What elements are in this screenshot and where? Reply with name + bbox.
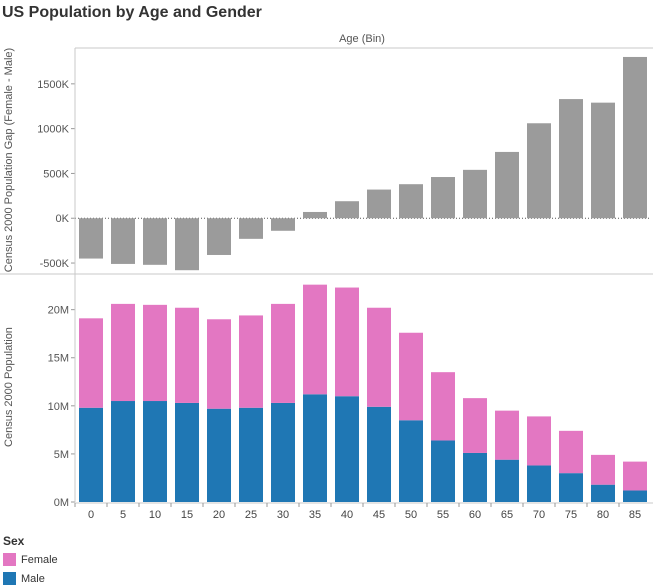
female-bar-65[interactable] [495, 410, 519, 460]
male-bar-0[interactable] [79, 407, 103, 502]
legend-title: Sex [3, 534, 25, 548]
x-tick-label: 10 [149, 509, 161, 521]
male-bar-5[interactable] [111, 401, 135, 502]
y-axis-label-gap: Census 2000 Population Gap (Female - Mal… [3, 48, 15, 272]
female-bar-25[interactable] [239, 315, 263, 408]
legend-item-male[interactable]: Male [3, 569, 58, 588]
population-chart: 0M 5M 10M 15M 20M [48, 284, 647, 509]
male-bar-50[interactable] [399, 420, 423, 502]
female-bar-55[interactable] [431, 372, 455, 441]
gap-bar-20[interactable] [207, 218, 231, 255]
x-tick-label: 85 [629, 509, 641, 521]
y-axis-label-population: Census 2000 Population [3, 327, 15, 447]
x-axis: 0 5 10 15 20 25 30 35 40 45 50 55 60 65 70 75 80 85 [0, 47, 653, 521]
gap-bar-50[interactable] [399, 184, 423, 219]
gap-bar-55[interactable] [431, 177, 455, 219]
pop-tick-label: 5M [54, 449, 69, 461]
legend-swatch-female [3, 553, 16, 566]
female-bar-30[interactable] [271, 303, 295, 403]
male-bar-60[interactable] [463, 452, 487, 502]
legend-item-female[interactable]: Female [3, 550, 58, 569]
female-bar-10[interactable] [143, 304, 167, 402]
male-bar-10[interactable] [143, 401, 167, 502]
x-tick-label: 50 [405, 509, 417, 521]
gap-chart: -500K 0K 500K 1000K 1500K [37, 56, 651, 271]
gap-tick-label: 0K [56, 213, 70, 225]
female-bar-40[interactable] [335, 287, 359, 397]
gap-bar-45[interactable] [367, 189, 391, 219]
x-tick-label: 60 [469, 509, 481, 521]
male-bar-70[interactable] [527, 465, 551, 502]
male-bar-25[interactable] [239, 407, 263, 502]
gap-bar-70[interactable] [527, 123, 551, 219]
male-bar-85[interactable] [623, 490, 647, 502]
male-bar-40[interactable] [335, 396, 359, 502]
gap-tick-label: 1000K [37, 124, 69, 136]
male-bar-65[interactable] [495, 459, 519, 502]
gap-bar-5[interactable] [111, 218, 135, 264]
female-bar-70[interactable] [527, 416, 551, 466]
x-tick-label: 25 [245, 509, 257, 521]
female-bar-45[interactable] [367, 307, 391, 407]
x-tick-label: 20 [213, 509, 225, 521]
male-bar-45[interactable] [367, 406, 391, 502]
gap-bar-25[interactable] [239, 218, 263, 239]
gap-bar-15[interactable] [175, 218, 199, 271]
male-bar-55[interactable] [431, 440, 455, 502]
pop-tick-label: 20M [48, 305, 69, 317]
legend-label-female: Female [21, 553, 58, 566]
x-tick-label: 15 [181, 509, 193, 521]
gap-bar-60[interactable] [463, 169, 487, 219]
gap-tick-label: 1500K [37, 79, 69, 91]
gap-bar-30[interactable] [271, 218, 295, 231]
female-bar-85[interactable] [623, 461, 647, 491]
male-bar-30[interactable] [271, 402, 295, 502]
pop-tick-label: 0M [54, 497, 69, 509]
pop-tick-label: 15M [48, 353, 69, 365]
female-bar-60[interactable] [463, 398, 487, 453]
legend-label-male: Male [21, 572, 45, 585]
x-tick-label: 80 [597, 509, 609, 521]
female-bar-50[interactable] [399, 332, 423, 421]
male-bar-75[interactable] [559, 473, 583, 502]
gap-bar-10[interactable] [143, 218, 167, 265]
gap-tick-label: -500K [40, 258, 70, 270]
male-bar-15[interactable] [175, 402, 199, 502]
female-bar-80[interactable] [591, 454, 615, 485]
gap-tick-label: 500K [43, 168, 69, 180]
gap-bar-65[interactable] [495, 151, 519, 219]
gap-bar-0[interactable] [79, 218, 103, 259]
x-tick-label: 30 [277, 509, 289, 521]
female-bar-20[interactable] [207, 319, 231, 409]
pop-tick-label: 10M [48, 401, 69, 413]
male-bar-35[interactable] [303, 394, 327, 502]
chart-title: US Population by Age and Gender [2, 4, 262, 21]
gap-bar-80[interactable] [591, 102, 615, 219]
legend: Sex Female Male [3, 534, 58, 588]
x-tick-label: 70 [533, 509, 545, 521]
gap-bar-75[interactable] [559, 99, 583, 219]
x-tick-label: 5 [120, 509, 126, 521]
female-bar-75[interactable] [559, 430, 583, 474]
x-tick-label: 0 [88, 509, 94, 521]
male-bar-20[interactable] [207, 408, 231, 502]
gap-bar-85[interactable] [623, 56, 647, 219]
x-tick-label: 45 [373, 509, 385, 521]
female-bar-5[interactable] [111, 303, 135, 402]
x-tick-label: 75 [565, 509, 577, 521]
gap-bar-40[interactable] [335, 201, 359, 219]
x-tick-label: 35 [309, 509, 321, 521]
female-bar-0[interactable] [79, 318, 103, 408]
x-tick-label: 40 [341, 509, 353, 521]
legend-swatch-male [3, 572, 16, 585]
column-header: Age (Bin) [339, 33, 385, 45]
female-bar-35[interactable] [303, 284, 327, 395]
gap-bar-35[interactable] [303, 211, 327, 219]
male-bar-80[interactable] [591, 484, 615, 502]
female-bar-15[interactable] [175, 307, 199, 403]
x-tick-label: 55 [437, 509, 449, 521]
x-tick-label: 65 [501, 509, 513, 521]
